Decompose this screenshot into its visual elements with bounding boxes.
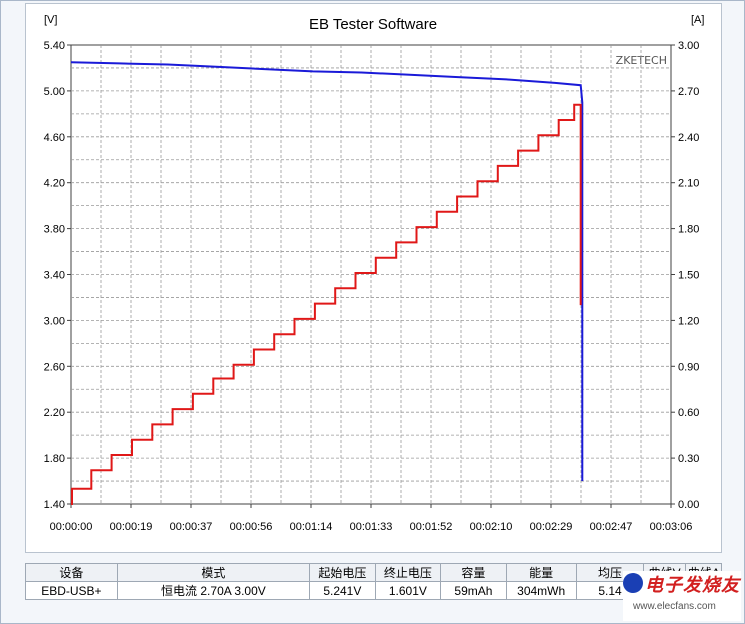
x-tick-label: 00:00:19: [110, 521, 153, 533]
left-tick-label: 1.80: [44, 453, 65, 465]
left-tick-label: 2.60: [44, 361, 65, 373]
right-tick-label: 0.60: [678, 407, 699, 419]
chart-title: EB Tester Software: [309, 16, 437, 33]
header-energy: 能量: [505, 563, 577, 582]
right-tick-label: 1.80: [678, 224, 699, 236]
right-tick-label: 1.20: [678, 315, 699, 327]
left-tick-label: 5.40: [44, 40, 65, 52]
x-tick-label: 00:00:37: [170, 521, 213, 533]
cell-mode: 恒电流 2.70A 3.00V: [116, 581, 311, 600]
left-tick-label: 4.60: [44, 132, 65, 144]
x-tick-label: 00:03:06: [650, 521, 693, 533]
chart-panel: EB Tester Software [V] [A] ZKETECH 5.40 5.00 4…: [25, 3, 722, 553]
watermark-logo-icon: [623, 573, 643, 593]
left-tick-label: 3.00: [44, 315, 65, 327]
right-tick-label: 0.00: [678, 499, 699, 511]
header-start-voltage: 起始电压: [309, 563, 376, 582]
right-tick-label: 0.30: [678, 453, 699, 465]
table-header-row: 设备 模式 起始电压 终止电压 容量 能量 均压 曲线V 曲线A: [25, 563, 723, 582]
x-tick-label: 00:01:14: [290, 521, 333, 533]
info-table: 设备 模式 起始电压 终止电压 容量 能量 均压 曲线V 曲线A EBD-USB…: [25, 563, 723, 600]
cell-start-voltage: 5.241V: [309, 581, 376, 600]
left-tick-label: 3.40: [44, 270, 65, 282]
right-tick-label: 2.10: [678, 178, 699, 190]
left-tick-label: 1.40: [44, 499, 65, 511]
current-series-line: [71, 103, 582, 505]
right-tick-label: 2.40: [678, 132, 699, 144]
x-tick-label: 00:00:00: [50, 521, 93, 533]
x-tick-label: 00:00:56: [230, 521, 273, 533]
chart-svg: EB Tester Software[V] [A]ZKETECH5.405.004…: [44, 14, 705, 533]
header-capacity: 容量: [440, 563, 507, 582]
header-end-voltage: 终止电压: [374, 563, 442, 582]
voltage-series-line: [70, 61, 584, 481]
right-tick-label: 3.00: [678, 40, 699, 52]
right-axis-unit: [A]: [691, 14, 704, 26]
left-tick-label: 4.20: [44, 178, 65, 190]
watermark-logo-text: 电子发烧友: [645, 575, 740, 596]
right-tick-label: 2.70: [678, 86, 699, 98]
left-tick-label: 5.00: [44, 86, 65, 98]
left-tick-label: 3.80: [44, 224, 65, 236]
x-tick-label: 00:02:10: [470, 521, 513, 533]
left-axis-unit: [V]: [44, 14, 57, 26]
left-tick-label: 2.20: [44, 407, 65, 419]
cell-capacity: 59mAh: [440, 581, 507, 600]
right-tick-label: 1.50: [678, 270, 699, 282]
table-row: EBD-USB+ 恒电流 2.70A 3.00V 5.241V 1.601V 5…: [25, 581, 723, 600]
header-mode: 模式: [116, 563, 311, 582]
x-tick-label: 00:02:47: [590, 521, 633, 533]
x-tick-label: 00:02:29: [530, 521, 573, 533]
right-tick-label: 0.90: [678, 361, 699, 373]
cell-end-voltage: 1.601V: [374, 581, 442, 600]
header-device: 设备: [25, 563, 118, 582]
cell-device: EBD-USB+: [25, 581, 118, 600]
watermark: 电子发烧友 www.elecfans.com: [623, 571, 741, 621]
x-tick-label: 00:01:33: [350, 521, 393, 533]
watermark-url: www.elecfans.com: [633, 601, 716, 612]
x-tick-label: 00:01:52: [410, 521, 453, 533]
cell-energy: 304mWh: [505, 581, 577, 600]
